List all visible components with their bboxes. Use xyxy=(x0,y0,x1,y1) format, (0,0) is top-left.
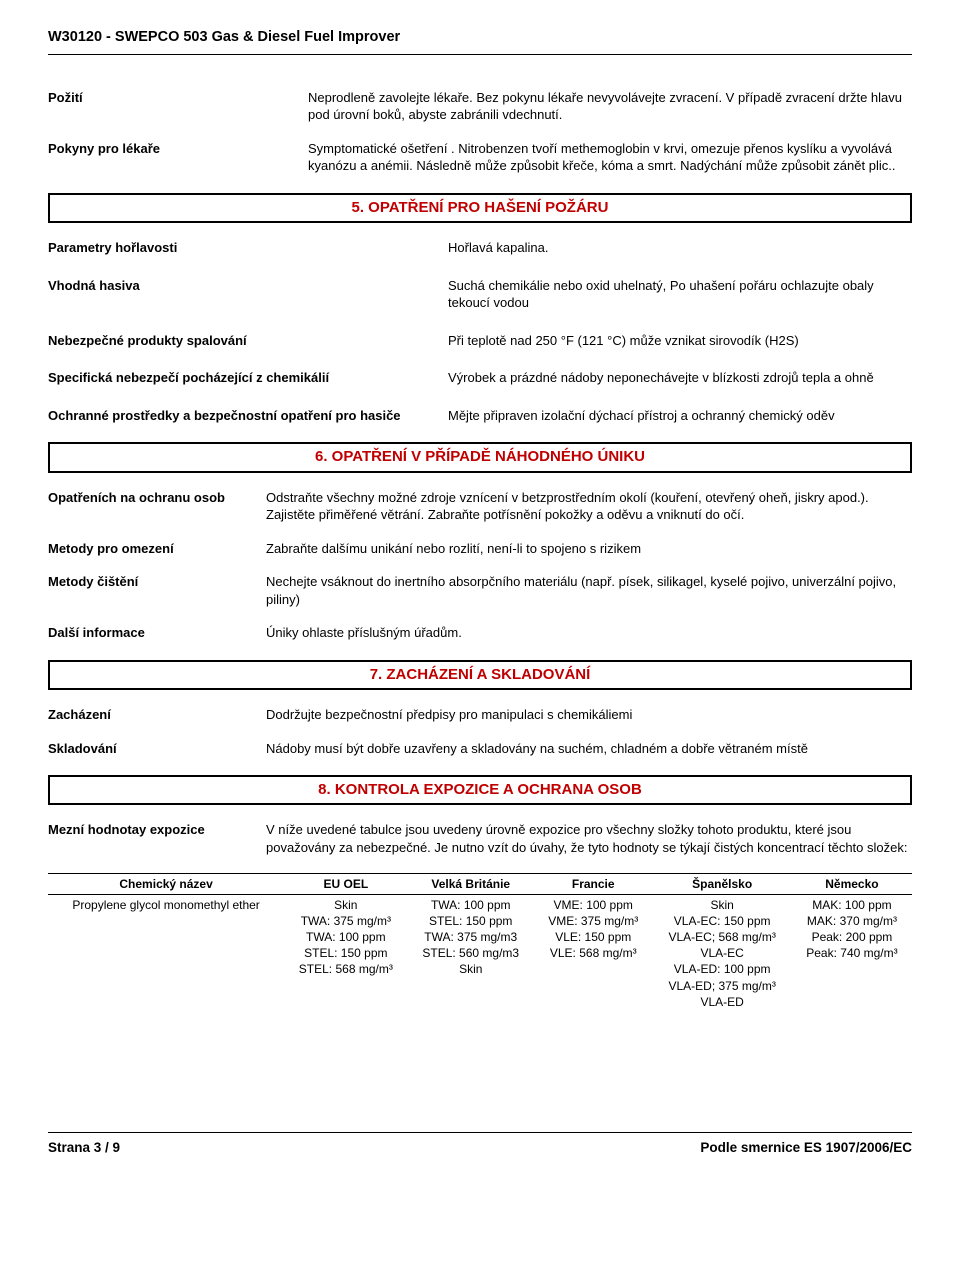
kv-row: Zacházení Dodržujte bezpečnostní předpis… xyxy=(48,706,912,724)
section-6-bar: 6. OPATŘENÍ V PŘÍPADĚ NÁHODNÉHO ÚNIKU xyxy=(48,442,912,472)
kv-value: Úniky ohlaste příslušným úřadům. xyxy=(266,624,912,642)
kv-row: Specifická nebezpečí pocházející z chemi… xyxy=(48,369,912,387)
kv-value: Při teplotě nad 250 °F (121 °C) může vzn… xyxy=(448,332,912,350)
kv-value: Symptomatické ošetření . Nitrobenzen tvo… xyxy=(308,140,912,175)
cell-line: STEL: 568 mg/m³ xyxy=(288,961,403,977)
kv-row: Metody čištění Nechejte vsáknout do iner… xyxy=(48,573,912,608)
section-6-title: 6. OPATŘENÍ V PŘÍPADĚ NÁHODNÉHO ÚNIKU xyxy=(56,447,904,467)
cell-line: VLE: 150 ppm xyxy=(538,929,648,945)
cell-es: Skin VLA-EC: 150 ppm VLA-EC; 568 mg/m³ V… xyxy=(652,894,791,1012)
kv-value: Výrobek a prázdné nádoby neponechávejte … xyxy=(448,369,912,387)
kv-row: Pokyny pro lékaře Symptomatické ošetření… xyxy=(48,140,912,175)
kv-label: Požití xyxy=(48,89,308,124)
kv-value: Mějte připraven izolační dýchací přístro… xyxy=(448,407,912,425)
kv-label: Zacházení xyxy=(48,706,266,724)
cell-line: Skin xyxy=(411,961,530,977)
cell-line: Skin xyxy=(288,897,403,913)
section-5-title: 5. OPATŘENÍ PRO HAŠENÍ POŽÁRU xyxy=(56,198,904,218)
cell-line: TWA: 100 ppm xyxy=(288,929,403,945)
footer-page-number: Strana 3 / 9 xyxy=(48,1139,120,1157)
th-es: Španělsko xyxy=(652,873,791,894)
cell-line: VLE: 568 mg/m³ xyxy=(538,945,648,961)
cell-de: MAK: 100 ppm MAK: 370 mg/m³ Peak: 200 pp… xyxy=(792,894,912,1012)
cell-line: VLA-ED xyxy=(656,994,787,1010)
cell-line: VME: 100 ppm xyxy=(538,897,648,913)
table-header-row: Chemický název EU OEL Velká Británie Fra… xyxy=(48,873,912,894)
cell-fr: VME: 100 ppm VME: 375 mg/m³ VLE: 150 ppm… xyxy=(534,894,652,1012)
kv-label: Pokyny pro lékaře xyxy=(48,140,308,175)
table-row: Propylene glycol monomethyl ether Skin T… xyxy=(48,894,912,1012)
header-rule xyxy=(48,54,912,55)
cell-line: STEL: 150 ppm xyxy=(411,913,530,929)
th-fr: Francie xyxy=(534,873,652,894)
kv-label: Opatřeních na ochranu osob xyxy=(48,489,266,524)
kv-label: Parametry hořlavosti xyxy=(48,239,448,257)
cell-line: VLA-EC; 568 mg/m³ xyxy=(656,929,787,945)
kv-value: Nechejte vsáknout do inertního absorpční… xyxy=(266,573,912,608)
cell-line: Skin xyxy=(656,897,787,913)
kv-row: Ochranné prostředky a bezpečnostní opatř… xyxy=(48,407,912,425)
kv-label: Vhodná hasiva xyxy=(48,277,448,312)
cell-line: VLA-EC: 150 ppm xyxy=(656,913,787,929)
th-uk: Velká Británie xyxy=(407,873,534,894)
cell-line: VME: 375 mg/m³ xyxy=(538,913,648,929)
cell-eu: Skin TWA: 375 mg/m³ TWA: 100 ppm STEL: 1… xyxy=(284,894,407,1012)
cell-line: STEL: 150 ppm xyxy=(288,945,403,961)
kv-row: Parametry hořlavosti Hořlavá kapalina. xyxy=(48,239,912,257)
kv-value: Suchá chemikálie nebo oxid uhelnatý, Po … xyxy=(448,277,912,312)
kv-value: Dodržujte bezpečnostní předpisy pro mani… xyxy=(266,706,912,724)
kv-row: Mezní hodnotay expozice V níže uvedené t… xyxy=(48,821,912,856)
kv-value: Nádoby musí být dobře uzavřeny a skladov… xyxy=(266,740,912,758)
cell-line: TWA: 375 mg/m³ xyxy=(288,913,403,929)
kv-value: Zabraňte dalšímu unikání nebo rozlití, n… xyxy=(266,540,912,558)
cell-chem: Propylene glycol monomethyl ether xyxy=(48,894,284,1012)
footer-rule xyxy=(48,1132,912,1133)
footer-regulation: Podle smernice ES 1907/2006/EC xyxy=(700,1139,912,1157)
kv-row: Opatřeních na ochranu osob Odstraňte vše… xyxy=(48,489,912,524)
section-8-title: 8. KONTROLA EXPOZICE A OCHRANA OSOB xyxy=(56,780,904,800)
kv-row: Metody pro omezení Zabraňte dalšímu unik… xyxy=(48,540,912,558)
kv-row: Nebezpečné produkty spalování Při teplot… xyxy=(48,332,912,350)
footer-row: Strana 3 / 9 Podle smernice ES 1907/2006… xyxy=(48,1139,912,1157)
cell-line: VLA-EC xyxy=(656,945,787,961)
th-chem: Chemický název xyxy=(48,873,284,894)
cell-line: STEL: 560 mg/m3 xyxy=(411,945,530,961)
kv-label: Mezní hodnotay expozice xyxy=(48,821,266,856)
kv-row: Požití Neprodleně zavolejte lékaře. Bez … xyxy=(48,89,912,124)
exposure-table: Chemický název EU OEL Velká Británie Fra… xyxy=(48,873,912,1013)
page-title: W30120 - SWEPCO 503 Gas & Diesel Fuel Im… xyxy=(48,28,912,48)
cell-line: TWA: 375 mg/m3 xyxy=(411,929,530,945)
kv-value: V níže uvedené tabulce jsou uvedeny úrov… xyxy=(266,821,912,856)
th-de: Německo xyxy=(792,873,912,894)
kv-label: Specifická nebezpečí pocházející z chemi… xyxy=(48,369,448,387)
kv-label: Metody čištění xyxy=(48,573,266,608)
cell-line: MAK: 100 ppm xyxy=(796,897,908,913)
cell-uk: TWA: 100 ppm STEL: 150 ppm TWA: 375 mg/m… xyxy=(407,894,534,1012)
cell-line: Peak: 200 ppm xyxy=(796,929,908,945)
kv-label: Ochranné prostředky a bezpečnostní opatř… xyxy=(48,407,448,425)
kv-label: Skladování xyxy=(48,740,266,758)
cell-line: Peak: 740 mg/m³ xyxy=(796,945,908,961)
kv-row: Další informace Úniky ohlaste příslušným… xyxy=(48,624,912,642)
kv-value: Hořlavá kapalina. xyxy=(448,239,912,257)
section-7-title: 7. ZACHÁZENÍ A SKLADOVÁNÍ xyxy=(56,665,904,685)
kv-row: Vhodná hasiva Suchá chemikálie nebo oxid… xyxy=(48,277,912,312)
kv-label: Metody pro omezení xyxy=(48,540,266,558)
section-5-bar: 5. OPATŘENÍ PRO HAŠENÍ POŽÁRU xyxy=(48,193,912,223)
cell-line: VLA-ED; 375 mg/m³ xyxy=(656,978,787,994)
cell-line: TWA: 100 ppm xyxy=(411,897,530,913)
kv-label: Nebezpečné produkty spalování xyxy=(48,332,448,350)
cell-line: VLA-ED: 100 ppm xyxy=(656,961,787,977)
kv-row: Skladování Nádoby musí být dobře uzavřen… xyxy=(48,740,912,758)
section-7-bar: 7. ZACHÁZENÍ A SKLADOVÁNÍ xyxy=(48,660,912,690)
kv-value: Odstraňte všechny možné zdroje vznícení … xyxy=(266,489,912,524)
th-eu: EU OEL xyxy=(284,873,407,894)
section-8-bar: 8. KONTROLA EXPOZICE A OCHRANA OSOB xyxy=(48,775,912,805)
kv-label: Další informace xyxy=(48,624,266,642)
kv-value: Neprodleně zavolejte lékaře. Bez pokynu … xyxy=(308,89,912,124)
cell-line: MAK: 370 mg/m³ xyxy=(796,913,908,929)
